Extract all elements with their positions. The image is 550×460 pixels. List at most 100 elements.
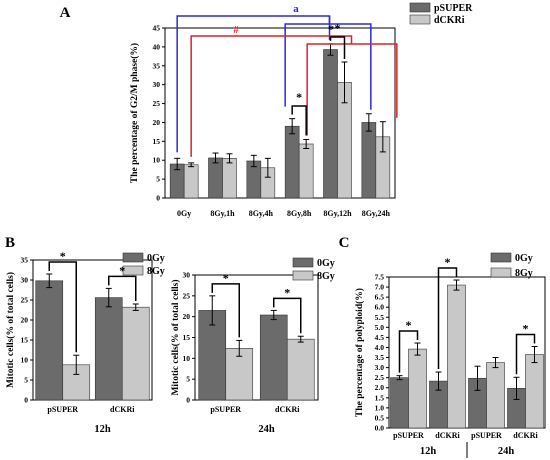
y-axis-title: The percentage of polyploid(%) <box>354 288 365 417</box>
x-axis-title: 12h <box>94 424 111 435</box>
y-tick-label: 25 <box>21 296 29 305</box>
legend-swatch-0Gy <box>490 252 512 263</box>
significance-star: * <box>335 21 341 35</box>
x-category-label: 8Gy,8h <box>287 209 312 218</box>
y-axis-title: The percentage of G2/M phase(%) <box>129 43 140 183</box>
bar-8Gy-1 <box>286 338 315 401</box>
bar-0Gy-0 <box>390 377 409 429</box>
significance-star: * <box>223 271 229 285</box>
chart-B1: 0 5 10 15 20 25 30 35 Mitotic cells(% of total c… <box>5 235 165 435</box>
bar-8Gy-1 <box>447 284 466 429</box>
x-category-label: 8Gy,1h <box>210 209 235 218</box>
y-tick-label: 15 <box>21 336 29 345</box>
bar-8Gy-0 <box>408 348 427 429</box>
y-tick-label: 5 <box>186 375 190 384</box>
y-tick-label: 0.5 <box>375 413 385 422</box>
bar-8Gy-2 <box>486 362 505 429</box>
legend-label: 0Gy <box>515 253 533 264</box>
y-tick-label: 3.0 <box>375 363 385 372</box>
bar-pSUPER-3 <box>284 125 300 199</box>
y-tick-label: 0 <box>24 396 28 405</box>
y-tick-label: 0 <box>156 194 160 203</box>
significance-bracket <box>284 23 330 107</box>
y-tick-label: 4.0 <box>375 343 385 352</box>
bar-dCKRi-1 <box>222 158 237 199</box>
y-tick-label: 10 <box>21 356 29 365</box>
y-tick-label: 10 <box>183 354 191 363</box>
y-tick-label: 7.0 <box>375 283 385 292</box>
significance-star: * <box>119 263 125 277</box>
y-tick-label: 1.0 <box>375 403 385 412</box>
significance-star: * <box>284 285 290 299</box>
y-tick-label: 0.0 <box>375 424 385 433</box>
y-tick-label: 3.5 <box>375 353 385 362</box>
legend-label: 8Gy <box>515 268 533 279</box>
y-tick-label: 6.5 <box>375 293 385 302</box>
significance-bracket <box>515 333 536 375</box>
y-tick-label: 0 <box>186 396 190 405</box>
bar-pSUPER-4 <box>323 49 338 199</box>
y-tick-label: 2.5 <box>375 373 385 382</box>
bar-dCKRi-0 <box>183 164 199 199</box>
legend-label: dCKRi <box>434 15 465 26</box>
y-tick-label: 2.0 <box>375 383 385 392</box>
x-category-label: dCKRi <box>110 405 135 414</box>
legend-label: 8Gy <box>147 266 165 277</box>
y-tick-label: 25 <box>183 291 191 300</box>
y-tick-label: 5 <box>24 376 28 385</box>
bar-8Gy-1 <box>121 306 150 401</box>
x-category-label: 0Gy <box>177 209 191 218</box>
bar-0Gy-0 <box>35 280 64 401</box>
bar-0Gy-1 <box>94 297 123 401</box>
y-tick-label: 35 <box>153 61 161 70</box>
significance-star: * <box>296 90 302 104</box>
x-category-label: dCKRi <box>435 431 460 440</box>
legend-label: 0Gy <box>317 258 335 269</box>
legend-swatch-pSUPER <box>409 2 431 13</box>
y-axis-title: Mitotic cells(% of total cells) <box>170 279 181 395</box>
legend-label: 0Gy <box>147 253 165 264</box>
y-tick-label: 30 <box>183 271 191 280</box>
y-tick-label: 6.0 <box>375 303 385 312</box>
y-tick-label: 30 <box>153 80 161 89</box>
y-tick-label: 40 <box>153 42 161 51</box>
y-tick-label: 5 <box>156 175 160 184</box>
significance-bracket <box>291 105 307 136</box>
y-axis-title: Mitotic cells(% of total cells) <box>5 272 16 388</box>
bar-dCKRi-3 <box>298 143 314 199</box>
legend-swatch-0Gy <box>122 252 144 263</box>
significance-bracket <box>211 283 240 338</box>
bar-8Gy-3 <box>525 354 544 429</box>
y-tick-label: 10 <box>153 156 161 165</box>
panel-letter-B: B <box>5 235 15 251</box>
significance-star: * <box>60 249 66 263</box>
y-tick-label: 35 <box>21 256 29 265</box>
y-tick-label: 20 <box>153 118 161 127</box>
significance-bracket <box>108 275 137 301</box>
bar-0Gy-1 <box>259 314 288 401</box>
group-label-12h: 12h <box>420 446 437 457</box>
y-tick-label: 30 <box>21 276 29 285</box>
plot-frame <box>388 276 546 429</box>
legend-swatch-8Gy <box>122 265 144 276</box>
legend-label: 8Gy <box>317 271 335 282</box>
chart-C: 0.0 0.51.01.52.02.53.03.54.04.55.05.56.06… <box>339 235 546 458</box>
y-tick-label: 15 <box>153 137 161 146</box>
significance-bracket <box>48 261 77 353</box>
annotation-hash: # <box>233 24 239 36</box>
significance-bracket <box>329 36 346 59</box>
y-tick-label: 45 <box>153 24 161 33</box>
significance-bracket <box>328 16 372 110</box>
significance-bracket <box>437 267 458 370</box>
y-tick-label: 7.5 <box>375 273 385 282</box>
x-category-label: 8Gy,24h <box>362 209 391 218</box>
y-tick-label: 25 <box>153 99 161 108</box>
panel-letter-A: A <box>60 5 71 21</box>
panel-letter-C: C <box>339 235 350 251</box>
y-tick-label: 15 <box>183 333 191 342</box>
legend-swatch-0Gy <box>292 257 314 268</box>
legend-swatch-8Gy <box>292 270 314 281</box>
plot-frame <box>164 27 396 199</box>
